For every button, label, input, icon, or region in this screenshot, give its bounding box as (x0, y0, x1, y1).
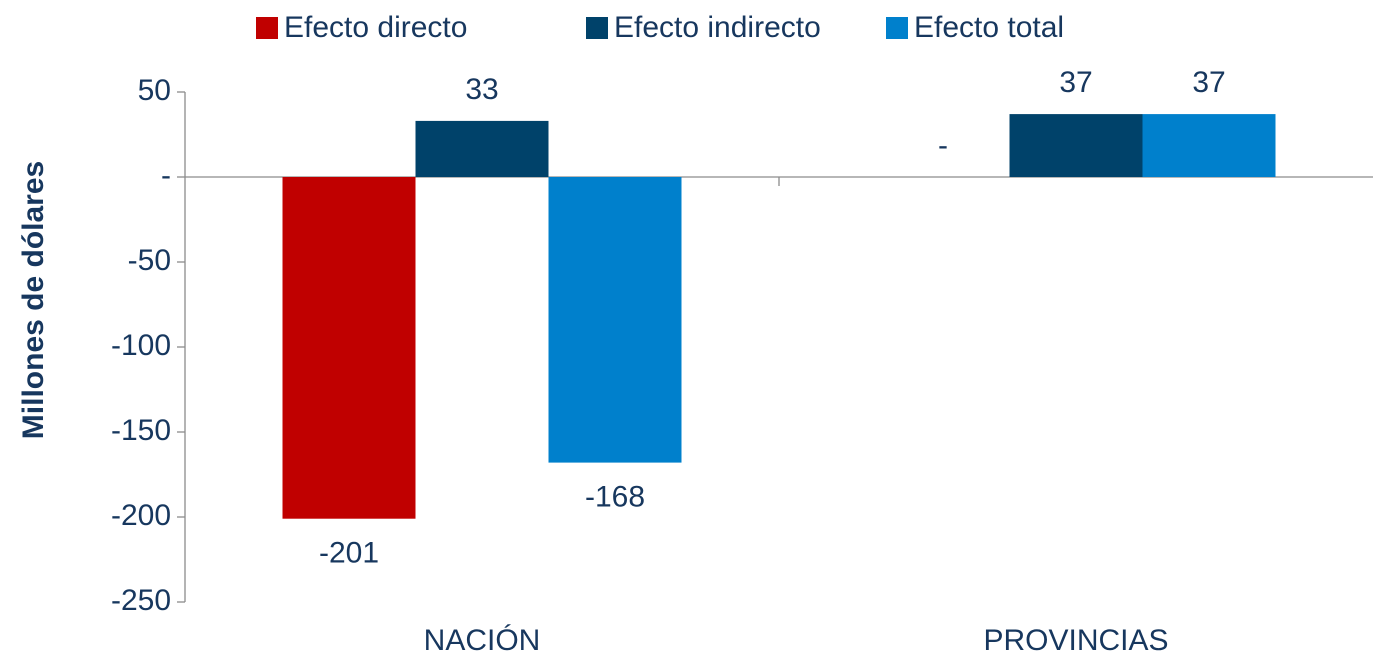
value-label: 37 (1192, 66, 1225, 99)
bar (282, 177, 416, 519)
y-axis-title: Millones de dólares (17, 161, 50, 439)
legend-label: Efecto total (914, 11, 1064, 44)
y-tick-label: -250 (111, 584, 171, 617)
value-label: -201 (319, 537, 379, 570)
legend-label: Efecto directo (284, 11, 467, 44)
value-label: 37 (1059, 66, 1092, 99)
y-tick-label: -50 (128, 244, 171, 277)
legend-label: Efecto indirecto (614, 11, 821, 44)
value-label: -168 (585, 481, 645, 514)
x-tick-label: PROVINCIAS (983, 624, 1168, 657)
x-tick-label: NACIÓN (424, 624, 541, 657)
value-label: - (938, 129, 948, 162)
y-tick-label: -100 (111, 329, 171, 362)
legend-swatch (886, 17, 908, 39)
legend-swatch (256, 17, 278, 39)
bar (1009, 114, 1143, 177)
y-tick-label: - (161, 159, 171, 192)
value-label: 33 (465, 73, 498, 106)
legend-swatch (586, 17, 608, 39)
y-tick-label: -150 (111, 414, 171, 447)
y-tick-label: -200 (111, 499, 171, 532)
bar (548, 177, 682, 463)
bar (1142, 114, 1276, 177)
y-tick-label: 50 (138, 74, 171, 107)
bar (415, 120, 549, 177)
